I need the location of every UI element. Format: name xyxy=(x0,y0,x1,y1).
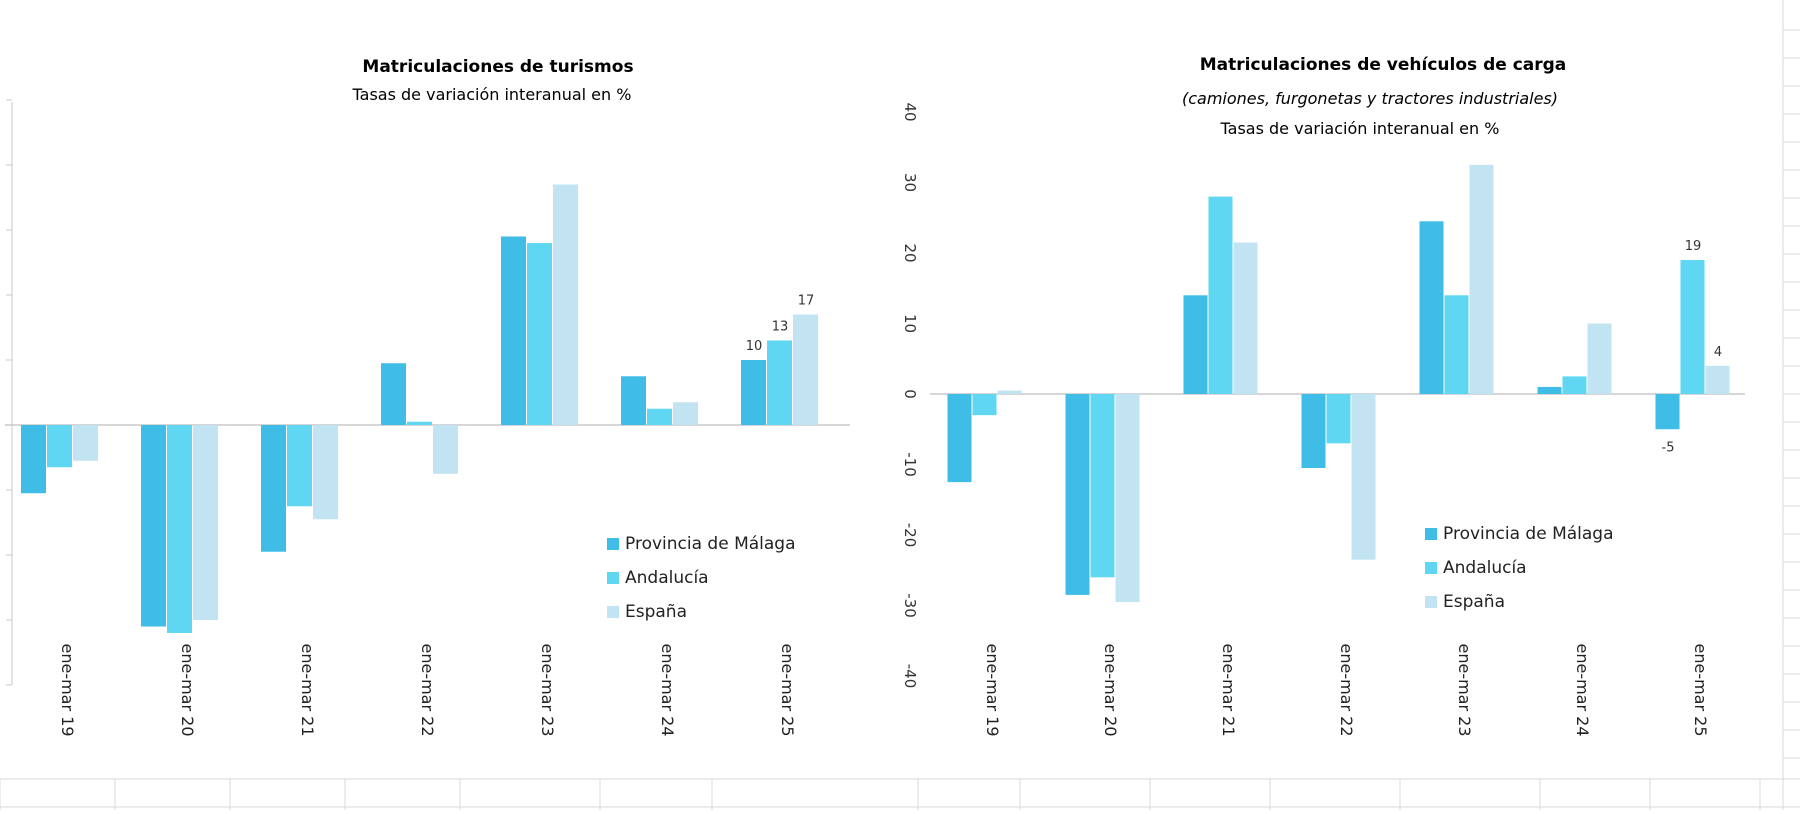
y-tick-label: -30 xyxy=(901,593,919,618)
bar-malaga xyxy=(1065,394,1090,595)
data-label: -5 xyxy=(1662,440,1675,455)
chart2-subtitle2: Tasas de variación interanual en % xyxy=(1220,119,1500,138)
bar-espana xyxy=(997,390,1022,394)
bar-malaga xyxy=(1655,394,1680,430)
bar-malaga xyxy=(741,360,766,425)
bar-andalucia xyxy=(287,425,312,507)
bar-malaga xyxy=(21,425,46,494)
bar-malaga xyxy=(1183,295,1208,394)
y-tick-label: -10 xyxy=(901,452,919,477)
legend-swatch xyxy=(607,572,619,584)
chart2-subtitle: (camiones, furgonetas y tractores indust… xyxy=(1182,89,1558,108)
category-label: ene-mar 25 xyxy=(778,643,797,736)
chart1-subtitle: Tasas de variación interanual en % xyxy=(352,85,632,104)
y-tick-label: 0 xyxy=(901,389,919,399)
y-tick-label: 20 xyxy=(901,243,919,262)
category-label: ene-mar 22 xyxy=(418,643,437,736)
bar-malaga xyxy=(947,394,972,483)
bar-andalucia xyxy=(407,421,432,425)
bar-espana xyxy=(73,425,98,461)
bar-espana xyxy=(313,425,338,520)
bar-espana xyxy=(673,402,698,425)
chart2-plot: 40 30 20 10 0 -10 -20 -30 -40 ene-mar 19 ene-mar 2… xyxy=(901,102,1745,737)
bar-espana xyxy=(1469,164,1494,394)
category-label: ene-mar 25 xyxy=(1691,643,1710,736)
legend-label: Provincia de Málaga xyxy=(1443,524,1614,544)
bar-andalucia xyxy=(527,243,552,425)
bar-malaga xyxy=(141,425,166,627)
bar-espana xyxy=(1115,394,1140,602)
bar-malaga xyxy=(1301,394,1326,469)
chart2-title: Matriculaciones de vehículos de carga xyxy=(1200,55,1567,75)
category-label: ene-mar 20 xyxy=(1101,643,1120,736)
y-tick-label: 30 xyxy=(901,173,919,192)
legend-label: España xyxy=(625,602,687,622)
y-tick-label: -40 xyxy=(901,664,919,689)
bar-andalucia xyxy=(1326,394,1351,444)
legend-label: Provincia de Málaga xyxy=(625,534,796,554)
legend-swatch xyxy=(1425,528,1437,540)
bar-espana xyxy=(1351,394,1376,560)
bar-malaga xyxy=(1537,386,1562,394)
legend-swatch xyxy=(607,606,619,618)
bar-espana xyxy=(793,314,818,425)
category-label: ene-mar 24 xyxy=(1573,643,1592,736)
bar-malaga xyxy=(261,425,286,552)
data-label: 19 xyxy=(1685,239,1702,254)
bar-espana xyxy=(1233,242,1258,394)
legend-label: Andalucía xyxy=(625,568,709,588)
bar-malaga xyxy=(381,363,406,425)
bar-andalucia xyxy=(1562,376,1587,394)
category-label: ene-mar 19 xyxy=(983,643,1002,736)
data-label: 13 xyxy=(772,320,789,335)
bar-andalucia xyxy=(47,425,72,468)
bar-andalucia xyxy=(167,425,192,633)
legend-swatch xyxy=(1425,562,1437,574)
chart1-title: Matriculaciones de turismos xyxy=(362,57,633,77)
category-label: ene-mar 21 xyxy=(1219,643,1238,736)
category-label: ene-mar 23 xyxy=(1455,643,1474,736)
y-tick-label: 40 xyxy=(901,102,919,121)
category-label: ene-mar 21 xyxy=(298,643,317,736)
category-label: ene-mar 20 xyxy=(178,643,197,736)
bar-espana xyxy=(433,425,458,474)
bar-andalucia xyxy=(767,340,792,425)
bar-andalucia xyxy=(1680,260,1705,394)
bar-andalucia xyxy=(1090,394,1115,578)
bar-espana xyxy=(1587,323,1612,394)
data-label: 17 xyxy=(798,294,815,309)
bar-malaga xyxy=(1419,221,1444,394)
category-label: ene-mar 24 xyxy=(658,643,677,736)
y-tick-label: 10 xyxy=(901,314,919,333)
bar-malaga xyxy=(621,376,646,425)
legend-label: Andalucía xyxy=(1443,558,1527,578)
data-label: 10 xyxy=(746,339,763,354)
bar-espana xyxy=(193,425,218,620)
bar-andalucia xyxy=(1444,295,1469,394)
legend-label: España xyxy=(1443,592,1505,612)
bar-andalucia xyxy=(647,408,672,425)
bar-andalucia xyxy=(1208,196,1233,394)
category-label: ene-mar 23 xyxy=(538,643,557,736)
legend-swatch xyxy=(607,538,619,550)
y-tick-label: -20 xyxy=(901,523,919,548)
data-label: 4 xyxy=(1714,345,1722,360)
chart1-plot: ene-mar 19 ene-mar 20 ene-mar 21 ene-mar 22… xyxy=(5,99,850,737)
category-label: ene-mar 19 xyxy=(58,643,77,736)
bar-espana xyxy=(553,184,578,425)
legend-swatch xyxy=(1425,596,1437,608)
bar-malaga xyxy=(501,236,526,425)
category-label: ene-mar 22 xyxy=(1337,643,1356,736)
bar-andalucia xyxy=(972,394,997,416)
bar-espana xyxy=(1705,365,1730,394)
